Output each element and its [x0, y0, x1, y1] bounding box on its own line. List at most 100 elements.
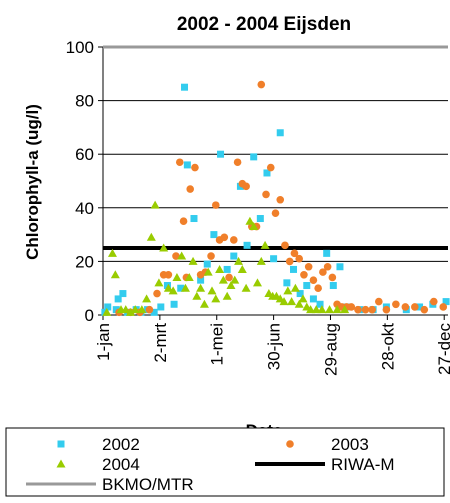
data-point-2004 [154, 278, 164, 287]
data-point-2004 [146, 232, 156, 241]
data-point-2004 [196, 283, 206, 292]
data-point-2003 [172, 252, 180, 260]
data-point-2002 [270, 255, 278, 263]
data-point-2004 [311, 305, 321, 314]
y-tick-label: 100 [66, 38, 94, 57]
data-point-2003 [401, 303, 410, 311]
data-point-2003 [220, 233, 229, 242]
data-point-2004 [306, 305, 316, 314]
legend-item-riwa-m-label: RIWA-M [331, 455, 395, 474]
data-point-2004 [121, 305, 131, 314]
data-point-2004 [222, 291, 232, 300]
legend-items: 2002 2003 2004 RIWA-M BKMO/MTR [26, 435, 395, 494]
data-point-2004 [215, 264, 225, 273]
data-point-2004 [298, 294, 308, 303]
data-point-2003 [262, 190, 270, 199]
data-point-2002 [283, 279, 291, 287]
data-point-2002 [323, 249, 331, 257]
data-point-2004 [142, 294, 152, 303]
data-point-2004 [234, 256, 244, 265]
data-point-2002 [223, 265, 231, 273]
data-points [101, 80, 450, 317]
data-point-2002 [230, 252, 238, 260]
data-point-2003 [368, 305, 376, 314]
data-point-2003 [295, 254, 303, 263]
data-point-2003 [191, 163, 199, 172]
data-point-2004 [332, 305, 342, 314]
data-point-2003 [375, 297, 383, 306]
data-point-2002 [263, 169, 271, 177]
data-point-2003 [153, 289, 161, 298]
data-point-2002 [119, 290, 127, 298]
data-point-2003 [281, 241, 289, 250]
x-tick-label: 27-dec [435, 323, 450, 375]
data-point-2002 [210, 231, 218, 239]
data-point-2002 [190, 215, 198, 223]
data-point-2002 [197, 276, 205, 284]
data-point-2004 [252, 278, 262, 287]
data-point-2004 [125, 307, 135, 316]
y-tick-label: 0 [85, 306, 94, 325]
data-point-2002 [276, 129, 284, 137]
data-point-2002 [256, 215, 264, 223]
data-point-2003 [392, 300, 400, 309]
x-tick-label: 1-jan [94, 323, 113, 361]
data-point-2004 [256, 256, 266, 265]
data-point-2003 [328, 273, 337, 282]
data-point-2004 [172, 272, 182, 281]
data-point-2004 [237, 264, 247, 273]
data-point-2003 [354, 305, 362, 314]
data-point-2002 [104, 303, 112, 311]
data-point-2003 [309, 276, 318, 284]
x-tick-label: 29-aug [321, 323, 340, 376]
data-point-2003 [242, 182, 250, 191]
data-point-2004 [177, 251, 187, 260]
axes [98, 46, 448, 320]
data-point-2003 [266, 163, 275, 172]
data-point-2003 [319, 268, 327, 276]
data-point-2003 [186, 185, 194, 193]
data-point-2004 [110, 270, 120, 279]
data-point-2003 [207, 252, 215, 260]
data-point-2003 [411, 303, 419, 311]
data-point-2004 [192, 291, 202, 300]
data-point-2004 [130, 305, 140, 314]
data-point-2003 [429, 297, 438, 306]
data-point-2002 [303, 282, 311, 290]
data-point-2003 [229, 236, 238, 244]
x-tick-label: 28-okt [378, 323, 397, 371]
data-point-2003 [276, 195, 285, 204]
data-point-2004 [279, 297, 289, 306]
y-tick-labels: 0 20 40 60 80 100 [66, 38, 94, 325]
data-point-2002 [250, 153, 258, 161]
data-point-2004 [102, 307, 112, 316]
data-point-2004 [188, 256, 198, 265]
data-point-2003 [164, 271, 173, 279]
data-point-2004 [226, 281, 236, 290]
data-point-2002 [114, 295, 122, 303]
data-point-2003 [225, 273, 233, 282]
data-point-2004 [150, 200, 160, 209]
data-point-2002 [442, 298, 450, 306]
data-point-2004 [317, 305, 327, 314]
data-point-2004 [203, 267, 213, 276]
data-point-2002 [290, 265, 298, 273]
data-point-2002 [203, 260, 211, 268]
data-point-2003 [361, 305, 370, 314]
data-point-2003 [300, 271, 308, 279]
data-point-2002 [296, 290, 304, 298]
legend-item-2002-swatch [57, 440, 65, 448]
data-point-2002 [336, 263, 344, 271]
data-point-2004 [218, 275, 228, 284]
data-point-2003 [145, 305, 154, 314]
x-tick-label: 2-mrt [151, 323, 170, 363]
legend-item-2003-label: 2003 [331, 435, 369, 454]
legend-item-2004-label: 2004 [102, 455, 140, 474]
data-point-2002 [329, 282, 337, 290]
data-point-2002 [416, 303, 424, 311]
data-point-2003 [439, 303, 448, 311]
reference-lines [103, 45, 448, 250]
data-point-2004 [230, 275, 240, 284]
